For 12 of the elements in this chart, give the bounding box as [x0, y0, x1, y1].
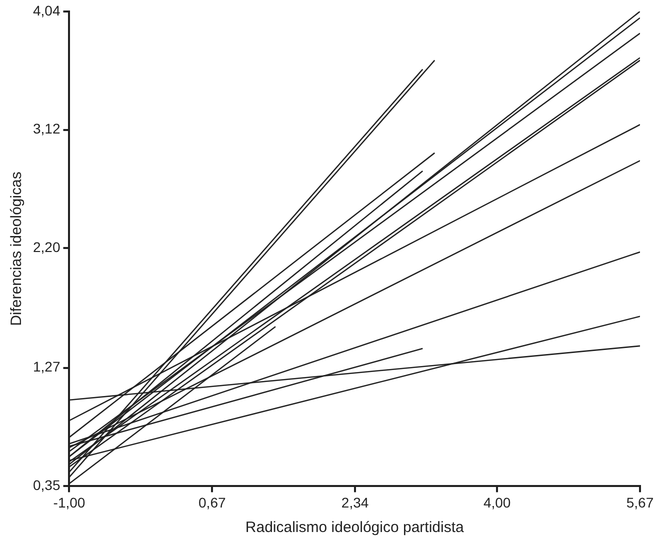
x-tick-label: 4,00 [483, 494, 511, 510]
x-tick-label: -1,00 [53, 494, 86, 510]
y-tick-label: 0,35 [33, 477, 60, 494]
y-tick-label: 4,04 [33, 2, 60, 18]
y-axis-title: Diferencias ideológicas [8, 172, 26, 326]
x-axis-title: Radicalismo ideológico partidista [245, 519, 464, 536]
y-tick-label: 3,12 [33, 120, 60, 137]
y-tick-label: 2,20 [33, 239, 60, 256]
x-tick-label: 2,34 [341, 494, 369, 510]
x-tick-label: 0,67 [198, 494, 226, 510]
y-tick-label: 1,27 [33, 358, 60, 375]
x-tick-label: 5,67 [626, 494, 654, 510]
